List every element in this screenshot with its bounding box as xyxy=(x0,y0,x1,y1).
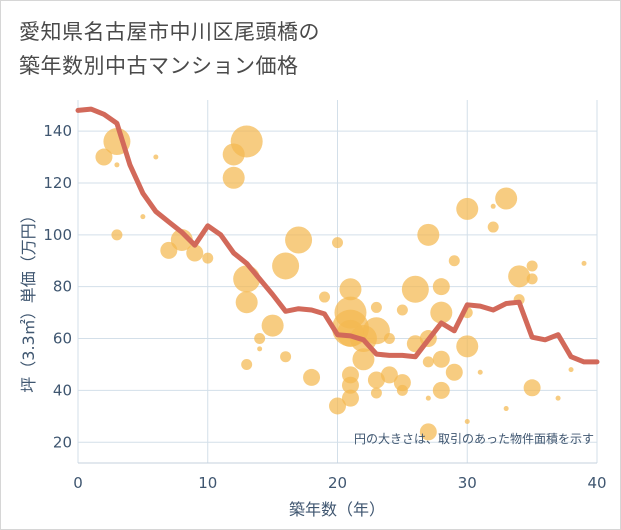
bubble-point xyxy=(490,203,496,209)
bubble-point xyxy=(555,395,561,401)
bubble-point xyxy=(417,223,440,246)
x-tick-labels: 0 10 20 30 40 xyxy=(73,474,606,492)
bubble-series xyxy=(95,125,587,441)
x-tick-label: 20 xyxy=(328,474,347,492)
bubble-point xyxy=(422,356,434,368)
bubble-point xyxy=(396,384,408,396)
bubble-point xyxy=(419,423,437,441)
chart-title-line-1: 愛知県名古屋市中川区尾頭橋の xyxy=(19,20,320,44)
bubble-point xyxy=(464,419,470,425)
x-tick-label: 10 xyxy=(198,474,217,492)
x-tick-label: 40 xyxy=(587,474,606,492)
bubble-point xyxy=(352,348,375,371)
y-axis-label: 坪（3.3㎡）単価（万円） xyxy=(19,207,38,392)
bubble-point xyxy=(329,397,346,415)
y-tick-label: 100 xyxy=(43,226,72,244)
bubble-point xyxy=(432,278,450,296)
bubble-point xyxy=(526,273,538,285)
bubble-point xyxy=(523,379,541,397)
bubble-point xyxy=(401,275,429,303)
bubble-point xyxy=(396,304,408,316)
bubble-point xyxy=(254,333,266,345)
bubble-point xyxy=(380,366,398,384)
bubble-point xyxy=(581,260,587,266)
bubble-point xyxy=(370,387,382,399)
bubble-point xyxy=(285,226,313,254)
bubble-point xyxy=(503,406,509,412)
bubble-point xyxy=(456,335,479,358)
bubble-point xyxy=(202,252,214,264)
bubble-point xyxy=(432,381,450,399)
bubble-point xyxy=(303,368,321,386)
bubble-point xyxy=(257,346,263,352)
bubble-point xyxy=(319,291,331,303)
y-tick-label: 120 xyxy=(43,174,72,192)
bubble-point xyxy=(477,369,483,375)
bubble-point xyxy=(280,351,292,363)
average-price-line xyxy=(75,106,600,365)
bubble-point xyxy=(186,244,204,262)
bubble-point xyxy=(341,389,359,407)
y-tick-label: 20 xyxy=(53,433,72,451)
bubble-point xyxy=(95,148,113,166)
bubble-point xyxy=(487,221,499,233)
bubble-point xyxy=(432,350,450,368)
x-tick-label: 0 xyxy=(73,474,83,492)
x-tick-label: 30 xyxy=(458,474,477,492)
y-tick-label: 40 xyxy=(53,381,72,399)
bubble-point xyxy=(332,237,343,249)
bubble-point xyxy=(341,376,359,394)
bubble-point xyxy=(362,317,390,345)
bubble-point xyxy=(383,333,395,345)
bubble-point xyxy=(235,291,258,314)
bubble-point xyxy=(367,371,385,389)
chart-title-line-2: 築年数別中古マンション価格 xyxy=(19,54,299,78)
bubble-point xyxy=(456,197,479,220)
bubble-point xyxy=(445,363,463,381)
bubble-point xyxy=(230,125,263,158)
y-tick-labels: 20 40 60 80 100 120 140 xyxy=(43,122,72,451)
bubble-point xyxy=(272,252,300,280)
x-axis-label: 築年数（年） xyxy=(289,500,385,519)
bubble-point xyxy=(114,162,120,168)
bubble-point xyxy=(233,265,261,293)
bubble-point xyxy=(393,374,411,392)
bubble-point xyxy=(430,301,453,324)
bubble-point xyxy=(261,314,284,337)
chart-title: 愛知県名古屋市中川区尾頭橋の 築年数別中古マンション価格 xyxy=(19,15,320,83)
bubble-point xyxy=(448,255,460,267)
y-tick-label: 60 xyxy=(53,330,72,348)
bubble-point xyxy=(568,367,574,373)
bubble-point xyxy=(222,166,245,189)
bubble-point xyxy=(526,260,538,272)
bubble-point xyxy=(241,358,253,370)
bubble-size-note: 円の大きさは、取引のあった物件面積を示す xyxy=(354,431,594,446)
bubble-point xyxy=(140,214,146,220)
bubble-point xyxy=(508,265,531,288)
bubble-point xyxy=(153,154,159,160)
bubble-point xyxy=(339,278,362,301)
y-tick-label: 80 xyxy=(53,278,72,296)
bubble-point xyxy=(495,187,518,210)
bubble-point xyxy=(370,301,382,313)
grid-lines xyxy=(77,100,598,464)
bubble-point xyxy=(111,229,123,241)
y-tick-label: 140 xyxy=(43,122,72,140)
bubble-point xyxy=(425,395,431,401)
